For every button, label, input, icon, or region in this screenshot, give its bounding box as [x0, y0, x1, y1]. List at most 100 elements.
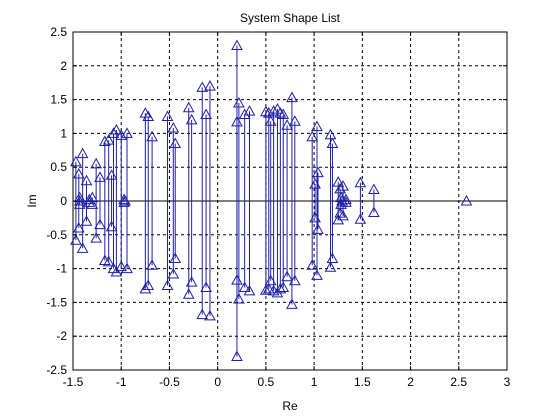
pole-marker-upper [368, 183, 380, 195]
pole-marker-real [73, 194, 86, 206]
y-tick-label: 1.5 [50, 93, 67, 107]
pole-marker-lower [288, 274, 301, 286]
x-axis-label: Re [282, 399, 298, 413]
pole-marker-lower [277, 281, 290, 293]
pole-marker-lower [204, 309, 216, 321]
pole-marker-upper [72, 167, 85, 179]
pole-marker-upper [76, 147, 89, 159]
pole-marker-upper [231, 115, 243, 127]
pole-marker-lower [196, 308, 209, 320]
y-tick-label: -2 [56, 329, 67, 343]
y-axis-label: Im [25, 194, 39, 207]
pole-marker-lower [274, 282, 287, 294]
pole-marker-lower [76, 242, 89, 253]
pole-marker-lower [311, 269, 323, 280]
pole-marker-upper [337, 180, 349, 191]
y-tick-label: 0.5 [50, 160, 67, 174]
y-tick-label: 1 [60, 126, 67, 140]
pole-marker-upper [274, 107, 287, 118]
pole-marker-upper [231, 39, 243, 51]
pole-marker-lower [115, 260, 128, 272]
pole-marker-upper [243, 105, 256, 116]
pole-marker-lower [80, 215, 93, 226]
pole-marker-lower [368, 206, 380, 217]
pole-marker-upper [267, 105, 280, 116]
x-tick-label: 2 [407, 375, 414, 389]
pole-marker-upper [286, 91, 298, 103]
x-tick-label: -0.5 [159, 375, 180, 389]
pole-marker-lower [200, 281, 212, 293]
pole-marker-lower [312, 223, 324, 234]
pole-marker-upper [204, 80, 216, 91]
x-tick-label: 2.5 [450, 375, 467, 389]
pole-marker-upper [185, 113, 198, 125]
pole-marker-upper [146, 130, 158, 142]
pole-marker-lower [72, 222, 85, 233]
pole-marker-lower [121, 262, 133, 274]
pole-marker-lower [354, 213, 367, 224]
pole-marker-upper [161, 110, 174, 121]
pole-marker-lower [182, 288, 195, 299]
y-tick-label: -1.5 [46, 295, 67, 309]
pole-marker-upper [94, 171, 106, 182]
pole-marker-lower [70, 234, 82, 245]
x-tick-label: -1.5 [63, 375, 84, 389]
pole-marker-lower [324, 261, 337, 272]
y-tick-label: 2 [60, 59, 67, 73]
pole-marker-upper [335, 191, 347, 203]
pole-marker-lower [185, 276, 198, 287]
pole-marker-lower [337, 209, 349, 221]
x-tick-label: 3 [504, 375, 511, 389]
pole-marker-lower [161, 279, 174, 290]
pole-marker-upper [332, 176, 345, 187]
pole-marker-lower [102, 255, 115, 267]
pole-marker-lower [326, 252, 339, 263]
pole-marker-lower [231, 350, 243, 361]
pole-marker-lower [231, 274, 243, 285]
pole-marker-upper [98, 135, 111, 147]
pole-marker-upper [110, 123, 123, 135]
pole-marker-upper [105, 169, 118, 180]
pole-marker-upper [288, 115, 301, 126]
pole-marker-lower [167, 267, 180, 279]
pole-marker-lower [243, 284, 256, 296]
pole-marker-upper [233, 96, 245, 108]
x-tick-label: 0 [214, 375, 221, 389]
x-tick-label: 0.5 [258, 375, 275, 389]
pole-marker-lower [286, 298, 298, 309]
pole-marker-lower [306, 259, 319, 270]
y-tick-label: -2.5 [46, 363, 67, 377]
pole-marker-upper [260, 105, 272, 117]
pole-marker-lower [142, 279, 155, 290]
pole-marker-upper [121, 127, 133, 138]
pole-marker-upper [324, 128, 337, 140]
pole-marker-lower [86, 198, 99, 209]
pole-marker-lower [105, 220, 118, 232]
pole-marker-upper [238, 108, 251, 119]
axis-ticks: -1.5 -1 -0.5 0 0.5 1 1.5 2 2.5 3 2.5 2 1.5 1 0.5 0 -0.5 -… [46, 25, 510, 389]
pole-marker-upper [312, 166, 324, 178]
pole-marker-lower [139, 282, 152, 294]
y-tick-label: -0.5 [46, 228, 67, 242]
pole-marker-upper [70, 155, 82, 167]
pole-marker-upper [142, 110, 155, 121]
pole-marker-real [336, 194, 348, 206]
pole-marker-lower [260, 284, 272, 295]
pole-marker-real [119, 194, 131, 206]
pole-marker-upper [311, 120, 323, 132]
y-tick-label: -1 [56, 262, 67, 276]
pole-marker-upper [200, 108, 212, 119]
x-tick-label: -1 [116, 375, 127, 389]
y-tick-label: 2.5 [50, 25, 67, 39]
pole-marker-lower [233, 292, 245, 304]
pole-marker-lower [146, 259, 158, 270]
pole-marker-lower [281, 270, 293, 282]
pole-marker-lower [169, 252, 182, 263]
pole-markers [70, 39, 473, 361]
pole-marker-upper [196, 81, 209, 92]
pole-marker-upper [354, 176, 367, 188]
pole-marker-lower [340, 196, 352, 207]
pole-marker-upper [102, 134, 115, 145]
pole-marker-upper [80, 174, 93, 186]
